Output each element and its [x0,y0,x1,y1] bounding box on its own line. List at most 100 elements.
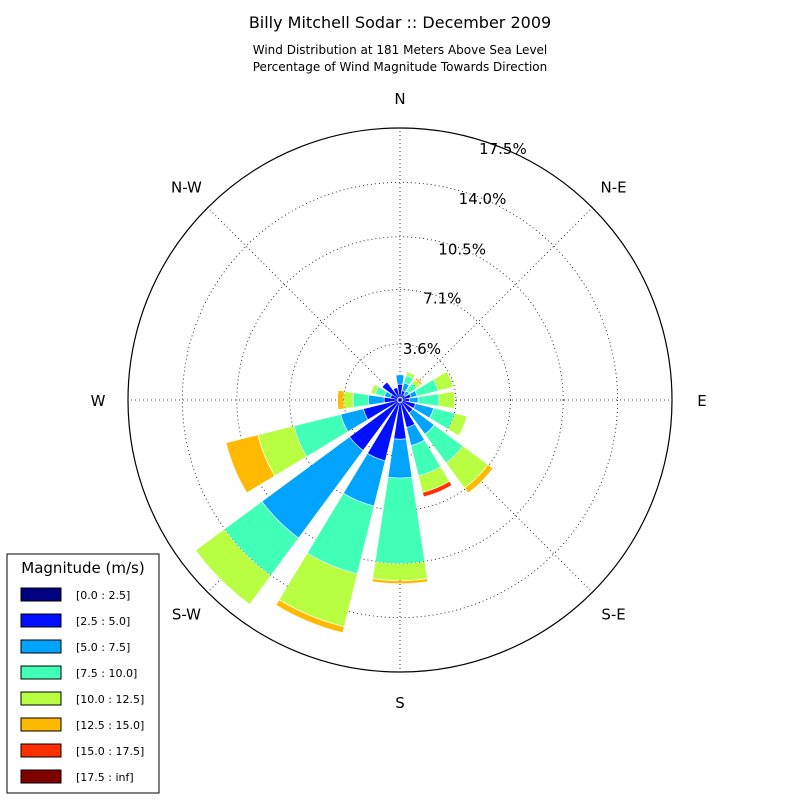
bar-segment [396,375,404,384]
bar-segment [375,477,425,564]
bar-segment [413,403,434,418]
bar-segment [399,397,401,400]
bar-segment [294,414,348,457]
legend-swatch [20,717,62,732]
direction-bin [396,375,404,400]
bar-segment [418,394,439,406]
direction-label: S [395,694,405,712]
direction-label: E [697,392,706,410]
legend-swatch [20,769,62,784]
bar-segment [422,481,452,497]
bar-segment [337,390,344,410]
bar-segment [398,400,400,403]
bar-segment [418,467,449,493]
bar-segment [375,387,387,397]
legend: Magnitude (m/s) [0.0 : 2.5] [2.5 : 5.0] [5… [6,553,160,794]
bar-segment [400,390,405,398]
bar-segment [402,398,410,402]
bar-segment [224,501,299,576]
polar-frame [127,127,673,673]
bar-segment [393,387,400,398]
bar-segment [400,400,402,402]
bar-segment [398,400,400,402]
direction-bin [226,400,400,493]
legend-label: [2.5 : 5.0] [76,615,130,628]
bar-segment [196,529,271,604]
bar-segment [429,408,455,429]
bar-segment [400,402,415,428]
bar-segment [402,400,416,409]
legend-label: [0.0 : 2.5] [76,589,130,602]
ring-label: 3.6% [403,340,441,358]
bar-segment [409,409,434,434]
grid-ring [181,181,619,619]
bar-segment [349,401,399,451]
bar-segment [398,397,400,400]
bar-segment [464,464,493,493]
bar-segment [258,426,307,476]
bar-segment [344,391,354,409]
bar-segment [406,372,415,379]
legend-label: [5.0 : 7.5] [76,641,130,654]
bar-segment [397,399,400,401]
bar-segment [373,562,427,581]
bar-segment [384,397,398,403]
bar-segment [397,398,400,400]
bar-segment [226,435,275,493]
wind-bars [196,371,493,633]
bar-segment [262,437,363,538]
bar-segment [400,400,403,402]
bar-segment [397,384,403,398]
direction-label: N-E [600,178,626,196]
grid-ring [343,343,457,457]
direction-label: N-W [171,178,202,196]
bar-segment [384,391,392,398]
direction-bin [400,400,452,497]
bar-segment [406,424,425,446]
bar-segment [409,397,418,403]
direction-bin [400,400,493,493]
bar-segment [412,379,421,388]
legend-items: [0.0 : 2.5] [2.5 : 5.0] [5.0 : 7.5] [7.5 : … [20,587,144,784]
bar-segment [399,400,401,403]
bar-segment [307,493,374,574]
direction-bin [196,400,400,604]
bar-segment [388,439,412,478]
direction-label: S-W [172,606,201,624]
direction-bin [400,391,455,409]
bar-segment [394,402,406,439]
direction-bin [400,372,415,400]
bar-segment [343,453,385,506]
direction-bin [400,400,467,436]
direction-label: W [91,392,106,410]
direction-label: N [394,90,405,108]
bar-segment [411,440,441,476]
direction-bin [400,378,422,400]
ring-labels: 3.6% 7.1% 10.5% 14.0% 17.5% [403,140,527,358]
bar-segment [400,398,402,400]
bar-segment [400,398,403,400]
legend-swatch [20,743,62,758]
chart-title: Billy Mitchell Sodar :: December 2009 [249,13,551,32]
direction-bin [371,384,400,400]
grid-ring [289,289,511,511]
bar-segment [433,371,453,391]
direction-labels: N N-E E S-E S S-W W N-W [91,90,707,712]
bar-segment [404,391,409,396]
legend-label: [17.5 : inf] [76,771,134,784]
direction-bin [393,387,400,400]
legend-title: Magnitude (m/s) [21,559,144,577]
bar-segment [372,578,428,584]
legend-swatch [20,665,62,680]
bar-segment [439,391,455,409]
chart-subtitle-2: Percentage of Wind Magnitude Towards Dir… [253,60,547,74]
bar-segment [448,413,467,436]
legend-swatch [20,691,62,706]
ring-label: 17.5% [479,140,527,158]
bar-segment [406,383,417,394]
bar-segment [353,393,369,407]
bar-segment [276,600,344,633]
ring-label: 7.1% [423,290,461,308]
direction-bin [372,400,428,584]
